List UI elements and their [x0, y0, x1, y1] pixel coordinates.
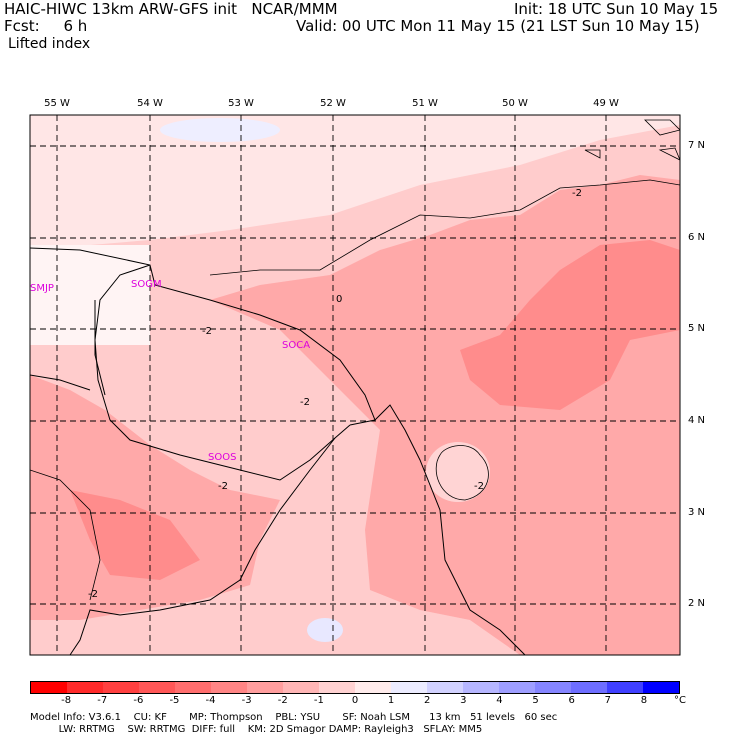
colorbar-swatch: [211, 682, 247, 693]
graticule: [30, 115, 680, 655]
lat-label-6n: 6 N: [688, 232, 706, 243]
station-sogm: SOGM: [131, 279, 162, 290]
colorbar-tick-label: -8: [61, 695, 72, 706]
valid-time: Valid: 00 UTC Mon 11 May 15 (21 LST Sun …: [296, 17, 700, 35]
contour-label: -2: [202, 326, 212, 337]
field-positive-spot: [307, 618, 343, 642]
lon-label-50w: 50 W: [502, 98, 528, 109]
lon-label-51w: 51 W: [412, 98, 438, 109]
colorbar-swatch: [607, 682, 643, 693]
colorbar-tick-label: -5: [169, 695, 180, 706]
field-positive-spot-north: [160, 118, 280, 142]
field-band-minus2-west: [30, 375, 280, 620]
shaded-field: [30, 115, 680, 655]
init-time: Init: 18 UTC Sun 10 May 15: [514, 0, 719, 18]
colorbar-swatch: [643, 682, 679, 693]
colorbar-swatch: [67, 682, 103, 693]
lon-label-49w: 49 W: [593, 98, 619, 109]
plot-title: HAIC-HIWC 13km ARW-GFS init NCAR/MMM: [4, 0, 338, 18]
colorbar-swatch: [355, 682, 391, 693]
colorbar-swatch: [175, 682, 211, 693]
colorbar-swatch: [499, 682, 535, 693]
lon-label-54w: 54 W: [137, 98, 163, 109]
colorbar-swatch: [391, 682, 427, 693]
station-soca: SOCA: [282, 340, 311, 351]
map-frame: [29, 114, 681, 656]
contour-label: -2: [88, 589, 98, 600]
colorbar-tick-label: 2: [424, 695, 431, 706]
colorbar-tick-label: 1: [387, 695, 395, 706]
model-info-line2: LW: RRTMG SW: RRTMG DIFF: full KM: 2D Sm…: [30, 724, 483, 735]
contour-lines: [30, 119, 680, 601]
colorbar-swatch: [535, 682, 571, 693]
colorbar-tick-label: -7: [97, 695, 108, 706]
coastlines-borders: [30, 247, 526, 655]
colorbar-tick-label: 6: [568, 695, 575, 706]
lon-label-55w: 55 W: [44, 98, 70, 109]
colorbar-tick-label: 7: [604, 695, 611, 706]
colorbar-tick-label: 3: [460, 695, 467, 706]
lat-label-2n: 2 N: [688, 598, 706, 609]
colorbar-tick-label: 4: [496, 695, 503, 706]
colorbar-tick-label: -6: [133, 695, 144, 706]
colorbar-swatch: [283, 682, 319, 693]
colorbar-swatch: [463, 682, 499, 693]
field-band-west-light: [30, 245, 150, 345]
colorbar-tick-label: -1: [313, 695, 324, 706]
contour-label: -2: [300, 397, 310, 408]
contour-label: -2: [572, 188, 582, 199]
lat-label-3n: 3 N: [688, 507, 706, 518]
station-smjp: SMJP: [30, 283, 54, 294]
lat-label-4n: 4 N: [688, 415, 706, 426]
lon-label-53w: 53 W: [228, 98, 254, 109]
contour-label: -2: [474, 481, 484, 492]
colorbar-unit: °C: [674, 695, 686, 706]
colorbar-tick-label: -4: [205, 695, 216, 706]
colorbar: [30, 681, 680, 694]
station-soos: SOOS: [208, 452, 237, 463]
colorbar-swatch: [319, 682, 355, 693]
lat-label-7n: 7 N: [688, 140, 706, 151]
field-band-minus3-west: [70, 490, 200, 580]
model-info-line1: Model Info: V3.6.1 CU: KF MP: Thompson P…: [30, 712, 558, 723]
colorbar-tick-label: -3: [241, 695, 252, 706]
colorbar-swatch: [139, 682, 175, 693]
colorbar-tick-label: -2: [277, 695, 288, 706]
colorbar-tick-label: 5: [532, 695, 539, 706]
colorbar-swatch: [103, 682, 139, 693]
contour-label: 0: [336, 294, 343, 305]
contour-label: -2: [218, 481, 228, 492]
field-name: Lifted index: [8, 36, 91, 52]
lon-label-52w: 52 W: [320, 98, 346, 109]
colorbar-tick-label: 8: [640, 695, 648, 706]
colorbar-swatch: [31, 682, 67, 693]
field-local-max: [426, 442, 490, 502]
forecast-hour: Fcst: 6 h: [4, 17, 88, 35]
lat-label-5n: 5 N: [688, 323, 706, 334]
colorbar-tick-label: 0: [351, 695, 359, 706]
colorbar-swatch: [247, 682, 283, 693]
colorbar-swatch: [427, 682, 463, 693]
colorbar-swatch: [571, 682, 607, 693]
